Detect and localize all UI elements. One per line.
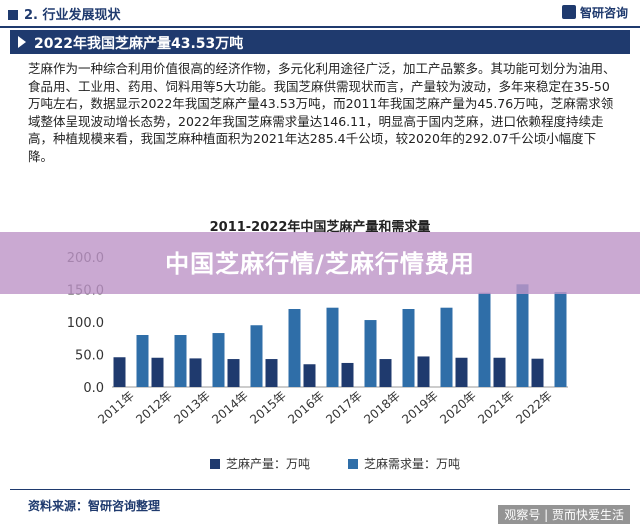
bar-production — [227, 359, 240, 387]
y-tick-label: 100.0 — [67, 316, 104, 331]
bar-demand — [326, 307, 339, 387]
x-tick-label: 2020年 — [437, 389, 479, 427]
bar-production — [265, 359, 278, 387]
bar-demand — [440, 307, 453, 387]
x-tick-label: 2019年 — [399, 389, 441, 427]
banner-title: 2022年我国芝麻产量43.53万吨 — [34, 36, 244, 52]
bar-demand — [478, 292, 491, 387]
x-tick-label: 2014年 — [209, 389, 251, 427]
bar-production — [379, 359, 392, 387]
bar-production — [493, 357, 506, 387]
bar-demand — [136, 335, 149, 387]
legend-swatch — [348, 459, 358, 469]
bar-production — [303, 364, 316, 387]
overlay-title: 中国芝麻行情/芝麻行情费用 — [165, 250, 475, 278]
bar-demand — [212, 333, 225, 387]
y-tick-label: 50.0 — [75, 349, 104, 364]
credit-watermark: 观察号 | 贾而快爱生活 — [498, 505, 630, 524]
title-banner: 2022年我国芝麻产量43.53万吨 — [10, 30, 630, 54]
legend-label: 芝麻需求量：万吨 — [364, 456, 460, 471]
source-note: 资料来源：智研咨询整理 — [28, 499, 161, 513]
x-tick-label: 2015年 — [247, 389, 289, 427]
legend-swatch — [210, 459, 220, 469]
bar-production — [151, 357, 164, 387]
section-label: 2. 行业发展现状 — [24, 8, 121, 23]
brand-name: 智研咨询 — [579, 6, 628, 20]
body-paragraph: 芝麻作为一种综合利用价值很高的经济作物，多元化利用途径广泛，加工产品繁多。其功能… — [28, 61, 616, 164]
bar-production — [455, 357, 468, 387]
chart-title: 2011-2022年中国芝麻产量和需求量 — [209, 220, 431, 235]
bar-demand — [554, 292, 567, 387]
brand-icon — [561, 5, 576, 19]
bar-demand — [516, 284, 529, 387]
bar-demand — [288, 309, 301, 387]
x-tick-label: 2016年 — [285, 389, 327, 427]
triangle-icon — [18, 36, 26, 48]
legend-label: 芝麻产量：万吨 — [226, 456, 310, 471]
bar-production — [341, 362, 354, 387]
bar-production — [113, 357, 126, 387]
bar-demand — [174, 335, 187, 387]
top-bar: 2. 行业发展现状 智研咨询 — [0, 0, 640, 28]
bar-production — [189, 358, 202, 387]
bar-production — [417, 356, 430, 387]
section-heading: 2. 行业发展现状 — [8, 4, 121, 23]
x-tick-label: 2018年 — [361, 389, 403, 427]
x-tick-label: 2022年 — [513, 389, 555, 427]
brand-logo: 智研咨询 — [561, 4, 628, 21]
y-tick-label: 0.0 — [83, 381, 104, 396]
bar-production — [531, 358, 544, 387]
bar-demand — [402, 309, 415, 387]
overlay-banner: 中国芝麻行情/芝麻行情费用 — [0, 232, 640, 294]
bar-demand — [364, 320, 377, 387]
square-icon — [8, 10, 18, 20]
x-tick-label: 2012年 — [133, 389, 175, 427]
x-tick-label: 2017年 — [323, 389, 365, 427]
x-tick-label: 2021年 — [475, 389, 517, 427]
x-tick-label: 2013年 — [171, 389, 213, 427]
divider — [10, 489, 630, 490]
bar-demand — [250, 325, 263, 387]
